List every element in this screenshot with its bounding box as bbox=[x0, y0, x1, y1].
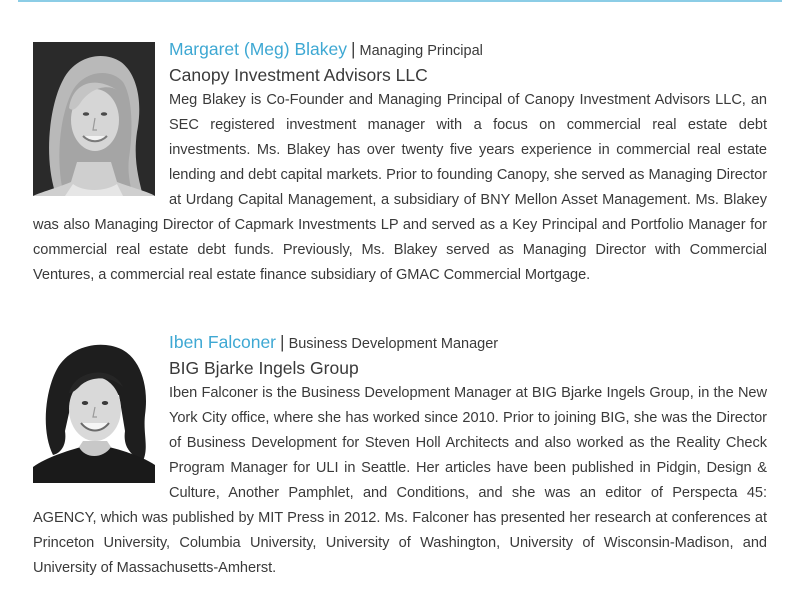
person-role: Business Development Manager bbox=[288, 336, 499, 352]
profile-heading: Margaret (Meg) Blakey | Managing Principal bbox=[33, 38, 767, 63]
person-bio: Meg Blakey is Co-Founder and Managing Pr… bbox=[33, 92, 767, 283]
heading-separator: | bbox=[350, 39, 356, 59]
person-role: Managing Principal bbox=[359, 43, 483, 59]
person-bio: Iben Falconer is the Business Developmen… bbox=[33, 385, 767, 576]
person-name: Iben Falconer bbox=[169, 332, 277, 352]
headshot-photo-falconer bbox=[33, 335, 155, 483]
top-divider bbox=[18, 0, 782, 2]
person-name: Margaret (Meg) Blakey bbox=[169, 39, 347, 59]
profile-heading: Iben Falconer | Business Development Manag… bbox=[33, 331, 767, 356]
profile-card-falconer: Iben Falconer | Business Development Manag… bbox=[33, 331, 767, 581]
person-organization: Canopy Investment Advisors LLC bbox=[169, 65, 428, 85]
headshot-photo-blakey bbox=[33, 42, 155, 196]
heading-separator: | bbox=[280, 332, 285, 352]
profile-card-blakey: Margaret (Meg) Blakey | Managing Principal… bbox=[33, 38, 767, 288]
person-organization: BIG Bjarke Ingels Group bbox=[169, 358, 359, 378]
